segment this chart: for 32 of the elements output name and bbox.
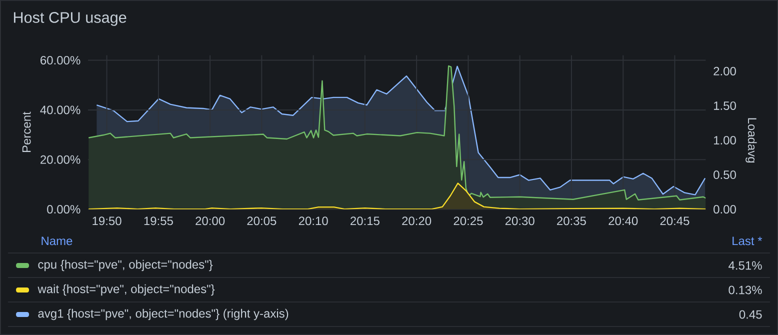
x-tick-label: 19:55 <box>144 216 173 226</box>
y2-tick-label: 1.00 <box>714 136 736 144</box>
x-tick-label: 20:40 <box>608 216 638 226</box>
y-axis-title: Percent <box>22 112 31 152</box>
y-tick-label: 60.00% <box>40 56 80 65</box>
text: Last * <box>732 236 762 246</box>
legend-label: avg1 {host="pve", object="nodes"} (right y-axis) <box>38 308 288 320</box>
x-tick-label: 19:50 <box>92 216 122 226</box>
x-tick-label: 20:35 <box>557 216 586 226</box>
y-tick-label: 0.00% <box>47 205 80 214</box>
y2-tick-label: 2.00 <box>714 66 736 76</box>
y2-tick-label: 1.50 <box>714 101 736 110</box>
text: 0.45 <box>739 310 762 319</box>
text: Name <box>42 236 72 246</box>
x-tick-label: 20:30 <box>505 216 534 226</box>
legend-label: wait {host="pve", object="nodes"} <box>38 284 215 296</box>
y2-tick-label: 0.50 <box>714 170 736 180</box>
x-tick-label: 20:10 <box>298 216 328 226</box>
x-tick-label: 20:20 <box>402 216 432 226</box>
legend-label: cpu {host="pve", object="nodes"} <box>38 260 213 272</box>
y-tick-label: 40.00% <box>40 106 80 114</box>
text: 0.13% <box>728 286 762 294</box>
y2-axis-title: Loadavg <box>746 118 757 163</box>
y2-tick-label: 0.00 <box>714 205 736 214</box>
x-tick-label: 20:25 <box>454 216 483 226</box>
chart-title: Host CPU usage <box>14 12 126 26</box>
x-tick-label: 20:15 <box>350 216 380 226</box>
x-tick-label: 20:00 <box>196 216 225 226</box>
y-tick-label: 20.00% <box>40 155 80 164</box>
x-tick-label: 20:05 <box>247 216 276 226</box>
x-tick-label: 20:45 <box>660 216 690 226</box>
text: 4.51% <box>728 261 762 270</box>
